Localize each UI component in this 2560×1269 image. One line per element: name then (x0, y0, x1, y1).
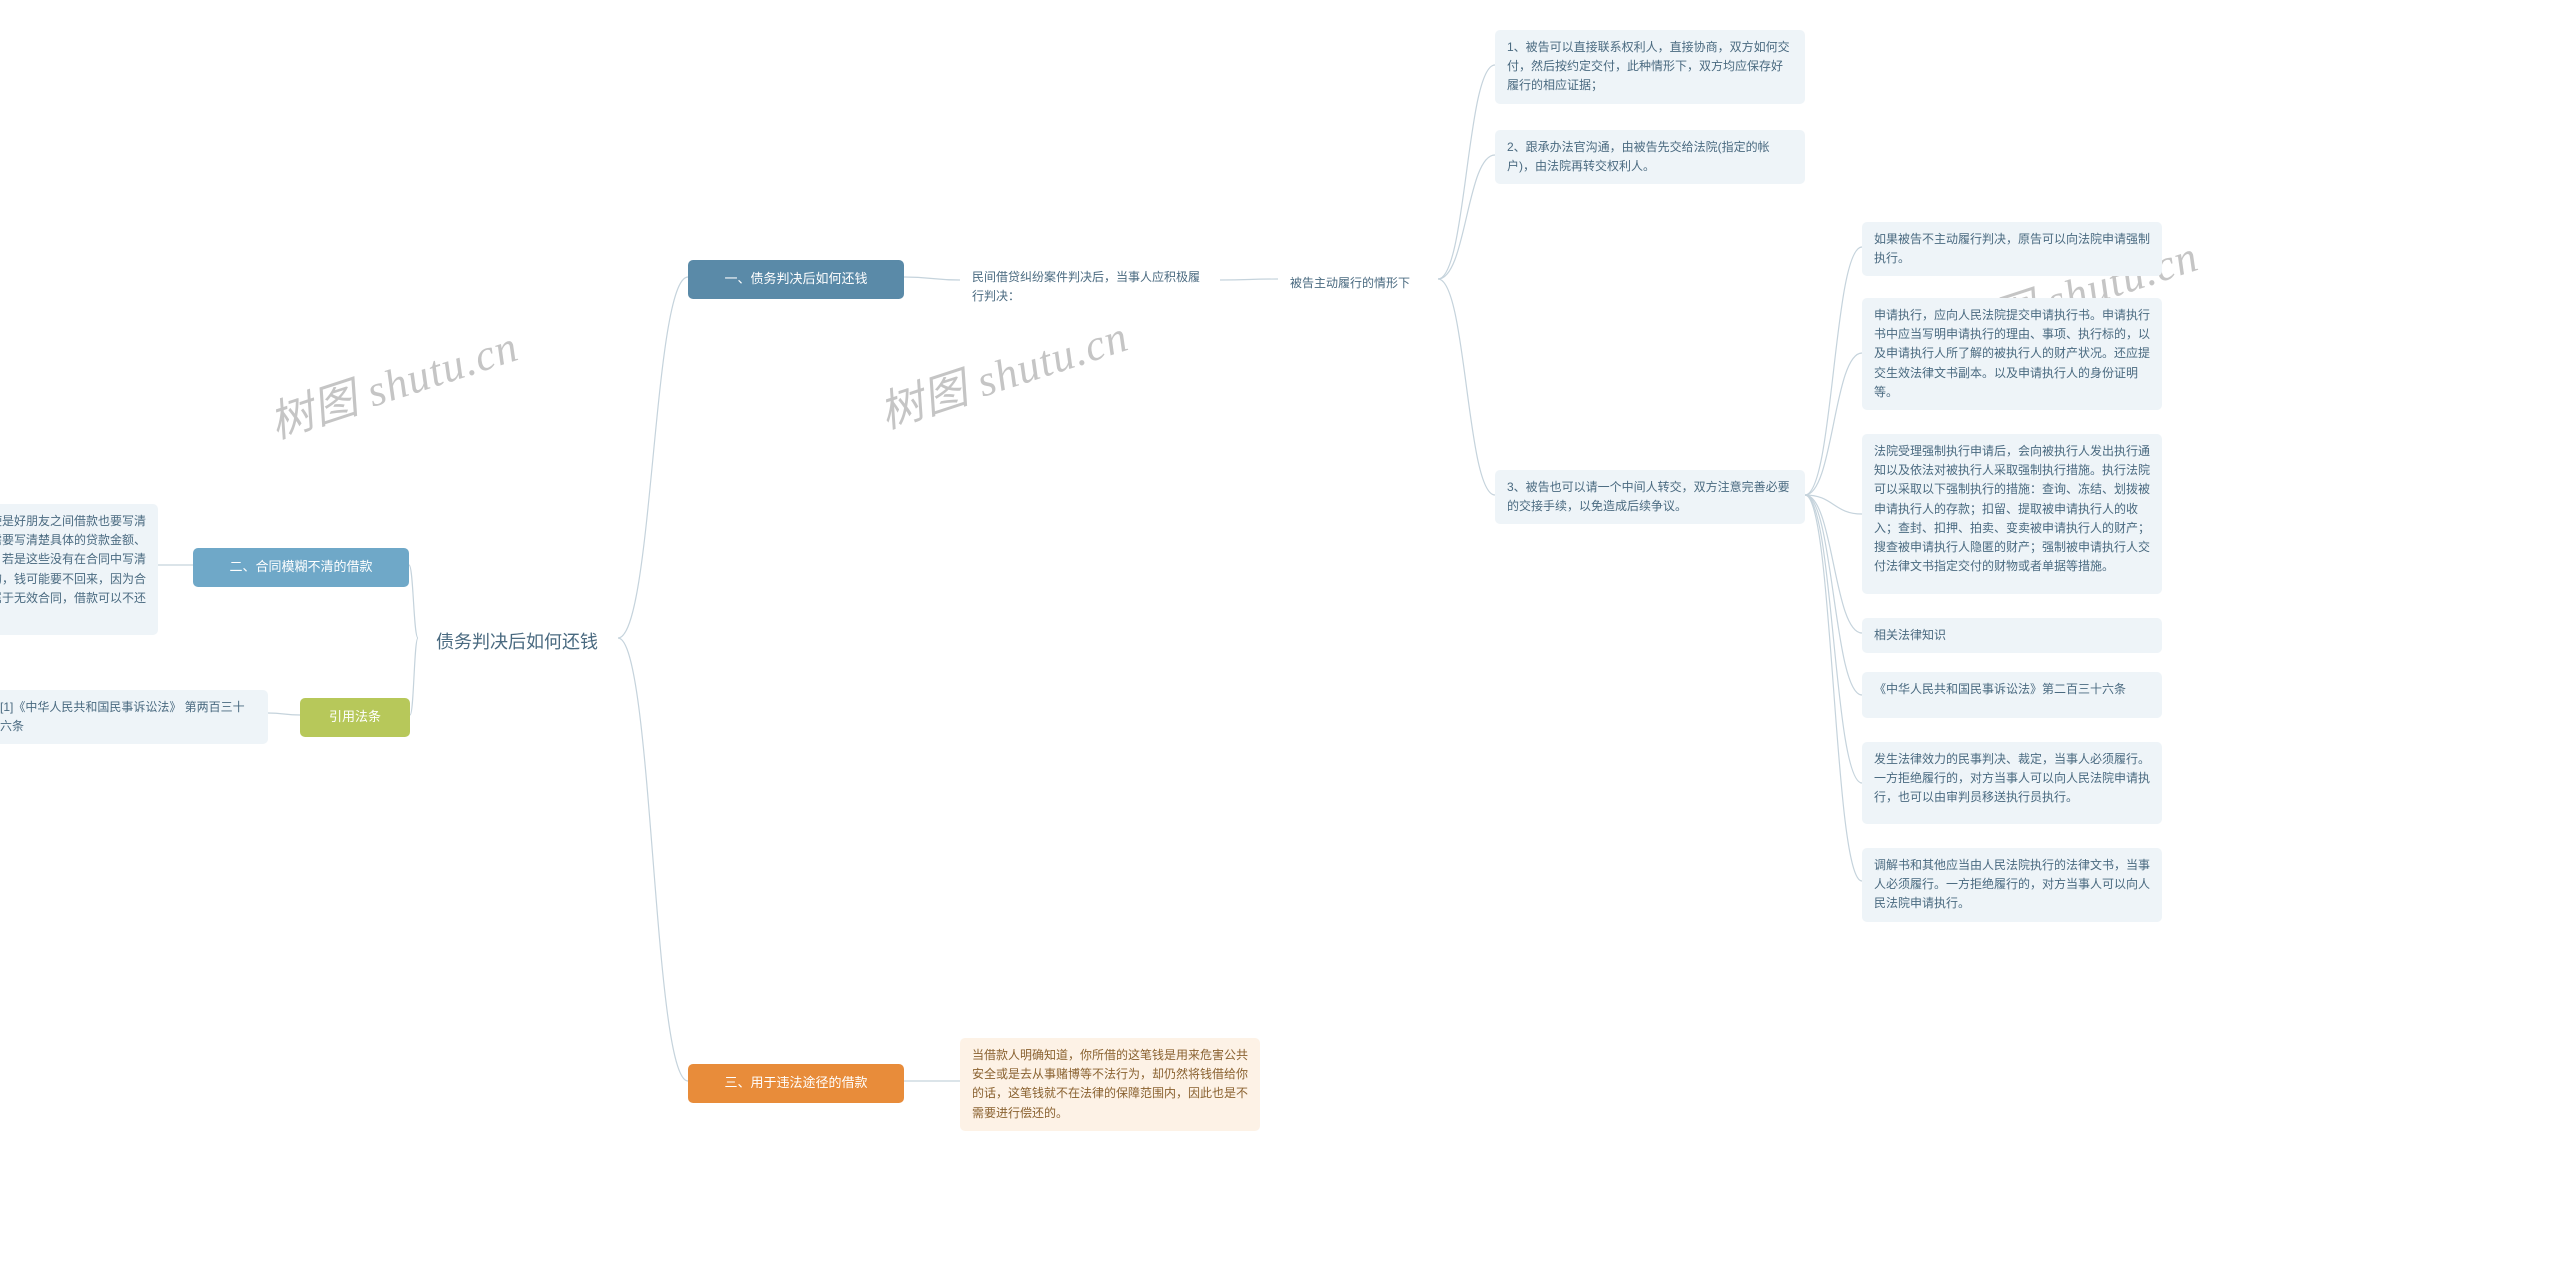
leaf-l3a: 当借款人明确知道，你所借的这笔钱是用来危害公共安全或是去从事赌博等不法行为，却仍… (960, 1038, 1260, 1131)
leaf-l2c4: 相关法律知识 (1862, 618, 2162, 653)
branch-b1: 一、债务判决后如何还钱 (688, 260, 904, 299)
leaf-l2c: 3、被告也可以请一个中间人转交，双方注意完善必要的交接手续，以免造成后续争议。 (1495, 470, 1805, 524)
watermark-2: 树图 shutu.cn (870, 300, 1135, 441)
leaf-l1: 民间借贷纠纷案件判决后，当事人应积极履行判决： (960, 260, 1220, 314)
leaf-l2c3: 法院受理强制执行申请后，会向被执行人发出执行通知以及依法对被执行人采取强制执行措… (1862, 434, 2162, 594)
leaf-l5a: [1]《中华人民共和国民事诉讼法》 第两百三十六条 (0, 690, 268, 744)
watermark-1: 树图 shutu.cn (260, 310, 525, 451)
leaf-l2c1: 如果被告不主动履行判决，原告可以向法院申请强制执行。 (1862, 222, 2162, 276)
leaf-l2b: 2、跟承办法官沟通，由被告先交给法院(指定的帐户)，由法院再转交权利人。 (1495, 130, 1805, 184)
branch-b4: 引用法条 (300, 698, 410, 737)
branch-b3: 三、用于违法途径的借款 (688, 1064, 904, 1103)
leaf-l2c5: 《中华人民共和国民事诉讼法》第二百三十六条 (1862, 672, 2162, 718)
leaf-l2c6: 发生法律效力的民事判决、裁定，当事人必须履行。一方拒绝履行的，对方当事人可以向人… (1862, 742, 2162, 824)
root-node: 债务判决后如何还钱 (418, 616, 618, 669)
branch-b2: 二、合同模糊不清的借款 (193, 548, 409, 587)
connector-layer (0, 0, 2560, 1269)
leaf-l2a: 1、被告可以直接联系权利人，直接协商，双方如何交付，然后按约定交付，此种情形下，… (1495, 30, 1805, 104)
leaf-l4a: 借钱一般要签合同，即使是好朋友之间借款也要写清借条。既然是合同，就需要写清楚具体… (0, 504, 158, 635)
leaf-l2c2: 申请执行，应向人民法院提交申请执行书。申请执行书中应当写明申请执行的理由、事项、… (1862, 298, 2162, 410)
leaf-l2c7: 调解书和其他应当由人民法院执行的法律文书，当事人必须履行。一方拒绝履行的，对方当… (1862, 848, 2162, 922)
leaf-l2: 被告主动履行的情形下 (1278, 266, 1438, 301)
